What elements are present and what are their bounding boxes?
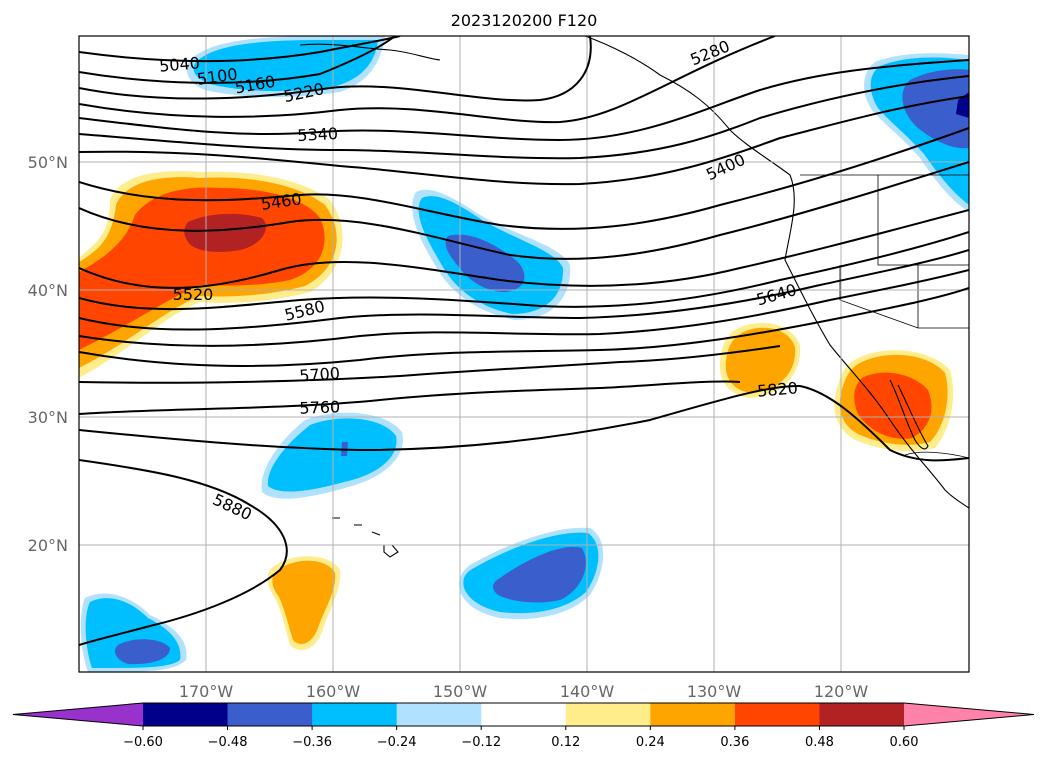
negative-anomaly-core	[492, 546, 586, 603]
colorbar-tick-label: −0.24	[377, 735, 417, 750]
contour-line	[79, 36, 592, 102]
colorbar-tick-label: 0.48	[805, 735, 834, 750]
lon-label: 160°W	[306, 682, 361, 701]
contour-line	[79, 59, 969, 142]
latitude-labels: 50°N 40°N 30°N 20°N	[28, 153, 68, 555]
lon-label: 170°W	[179, 682, 234, 701]
negative-anomaly-core	[902, 69, 969, 149]
mexico-border	[904, 451, 969, 459]
hawaii-islands	[332, 517, 399, 558]
colorbar-tick-label: −0.36	[292, 735, 332, 750]
contour-label: 5700	[299, 364, 341, 386]
contour-label: 5040	[158, 53, 200, 75]
contour-label: 5400	[703, 150, 748, 184]
colorbar-segment	[143, 703, 229, 726]
colorbar-tick-label: 0.36	[720, 735, 749, 750]
lat-label: 40°N	[28, 281, 68, 300]
contour-label: 5760	[299, 397, 340, 417]
lon-label: 120°W	[814, 682, 869, 701]
positive-anomaly-inner	[854, 372, 932, 439]
negative-anomaly-mid	[267, 418, 397, 492]
plot-area: 5040 5100 5160 5220 5280 5340 5400 5460 …	[79, 36, 969, 672]
contour-label: 5340	[297, 124, 339, 145]
contour-line	[79, 380, 741, 415]
positive-anomaly-mid	[725, 327, 796, 393]
colorbar-segment	[481, 703, 567, 726]
baja-california	[889, 379, 929, 450]
colorbar-tick-label: 0.60	[890, 735, 919, 750]
colorbar-segment	[819, 703, 905, 726]
contour-line	[79, 287, 969, 367]
lon-label: 150°W	[433, 682, 488, 701]
contour-line	[79, 459, 288, 646]
contour-line	[79, 231, 969, 311]
contour-label: 5820	[756, 378, 798, 400]
colorbar-tick-label: 0.24	[636, 735, 665, 750]
lon-label: 140°W	[560, 682, 615, 701]
positive-anomaly-core	[184, 213, 266, 252]
negative-anomaly-core	[445, 234, 525, 292]
lat-label: 20°N	[28, 536, 68, 555]
contour-line	[79, 249, 969, 331]
contour-line	[79, 36, 401, 63]
contour-line	[79, 384, 969, 462]
contour-line	[79, 209, 969, 289]
height-contours	[79, 36, 969, 646]
map-title: 2023120200 F120	[451, 11, 598, 30]
colorbar-segment	[312, 703, 398, 726]
colorbar-segment	[396, 703, 482, 726]
contour-label: 5520	[173, 285, 214, 304]
positive-anomaly-mid	[272, 560, 336, 644]
lon-label: 130°W	[687, 682, 742, 701]
contour-line	[79, 345, 781, 384]
lat-label: 50°N	[28, 153, 68, 172]
contour-line	[79, 269, 969, 347]
contour-line	[79, 36, 776, 124]
contour-line	[79, 161, 969, 260]
colorbar-tick-label: 0.12	[551, 735, 580, 750]
contour-line	[79, 75, 969, 160]
colorbar-segment	[734, 703, 820, 726]
negative-anomaly-peak	[956, 92, 969, 118]
contour-line	[79, 95, 969, 186]
colorbar-tick-label: −0.48	[208, 735, 248, 750]
colorbar: −0.60 −0.48 −0.36 −0.24 −0.12 0.12 0.24 0.36 0.4…	[12, 702, 1035, 750]
colorbar-extend-high	[904, 703, 1034, 726]
longitude-labels: 170°W 160°W 150°W 140°W 130°W 120°W	[179, 682, 869, 701]
colorbar-segment	[565, 703, 651, 726]
contour-line	[79, 36, 396, 84]
north-america-coast	[584, 36, 969, 509]
colorbar-tick-label: −0.60	[123, 735, 163, 750]
colorbar-tick-label: −0.12	[461, 735, 501, 750]
plot-frame	[78, 35, 970, 673]
alaska-coast	[299, 43, 441, 61]
colorbar-segment	[227, 703, 313, 726]
contour-line	[79, 127, 969, 230]
colorbar-extend-low	[13, 703, 143, 726]
colorbar-segment	[650, 703, 736, 726]
lat-label: 30°N	[28, 408, 68, 427]
negative-anomaly-core	[115, 639, 170, 665]
negative-anomaly-mid	[193, 40, 378, 92]
state-lines	[839, 175, 969, 329]
coastlines	[299, 36, 969, 558]
gridlines	[79, 36, 969, 672]
